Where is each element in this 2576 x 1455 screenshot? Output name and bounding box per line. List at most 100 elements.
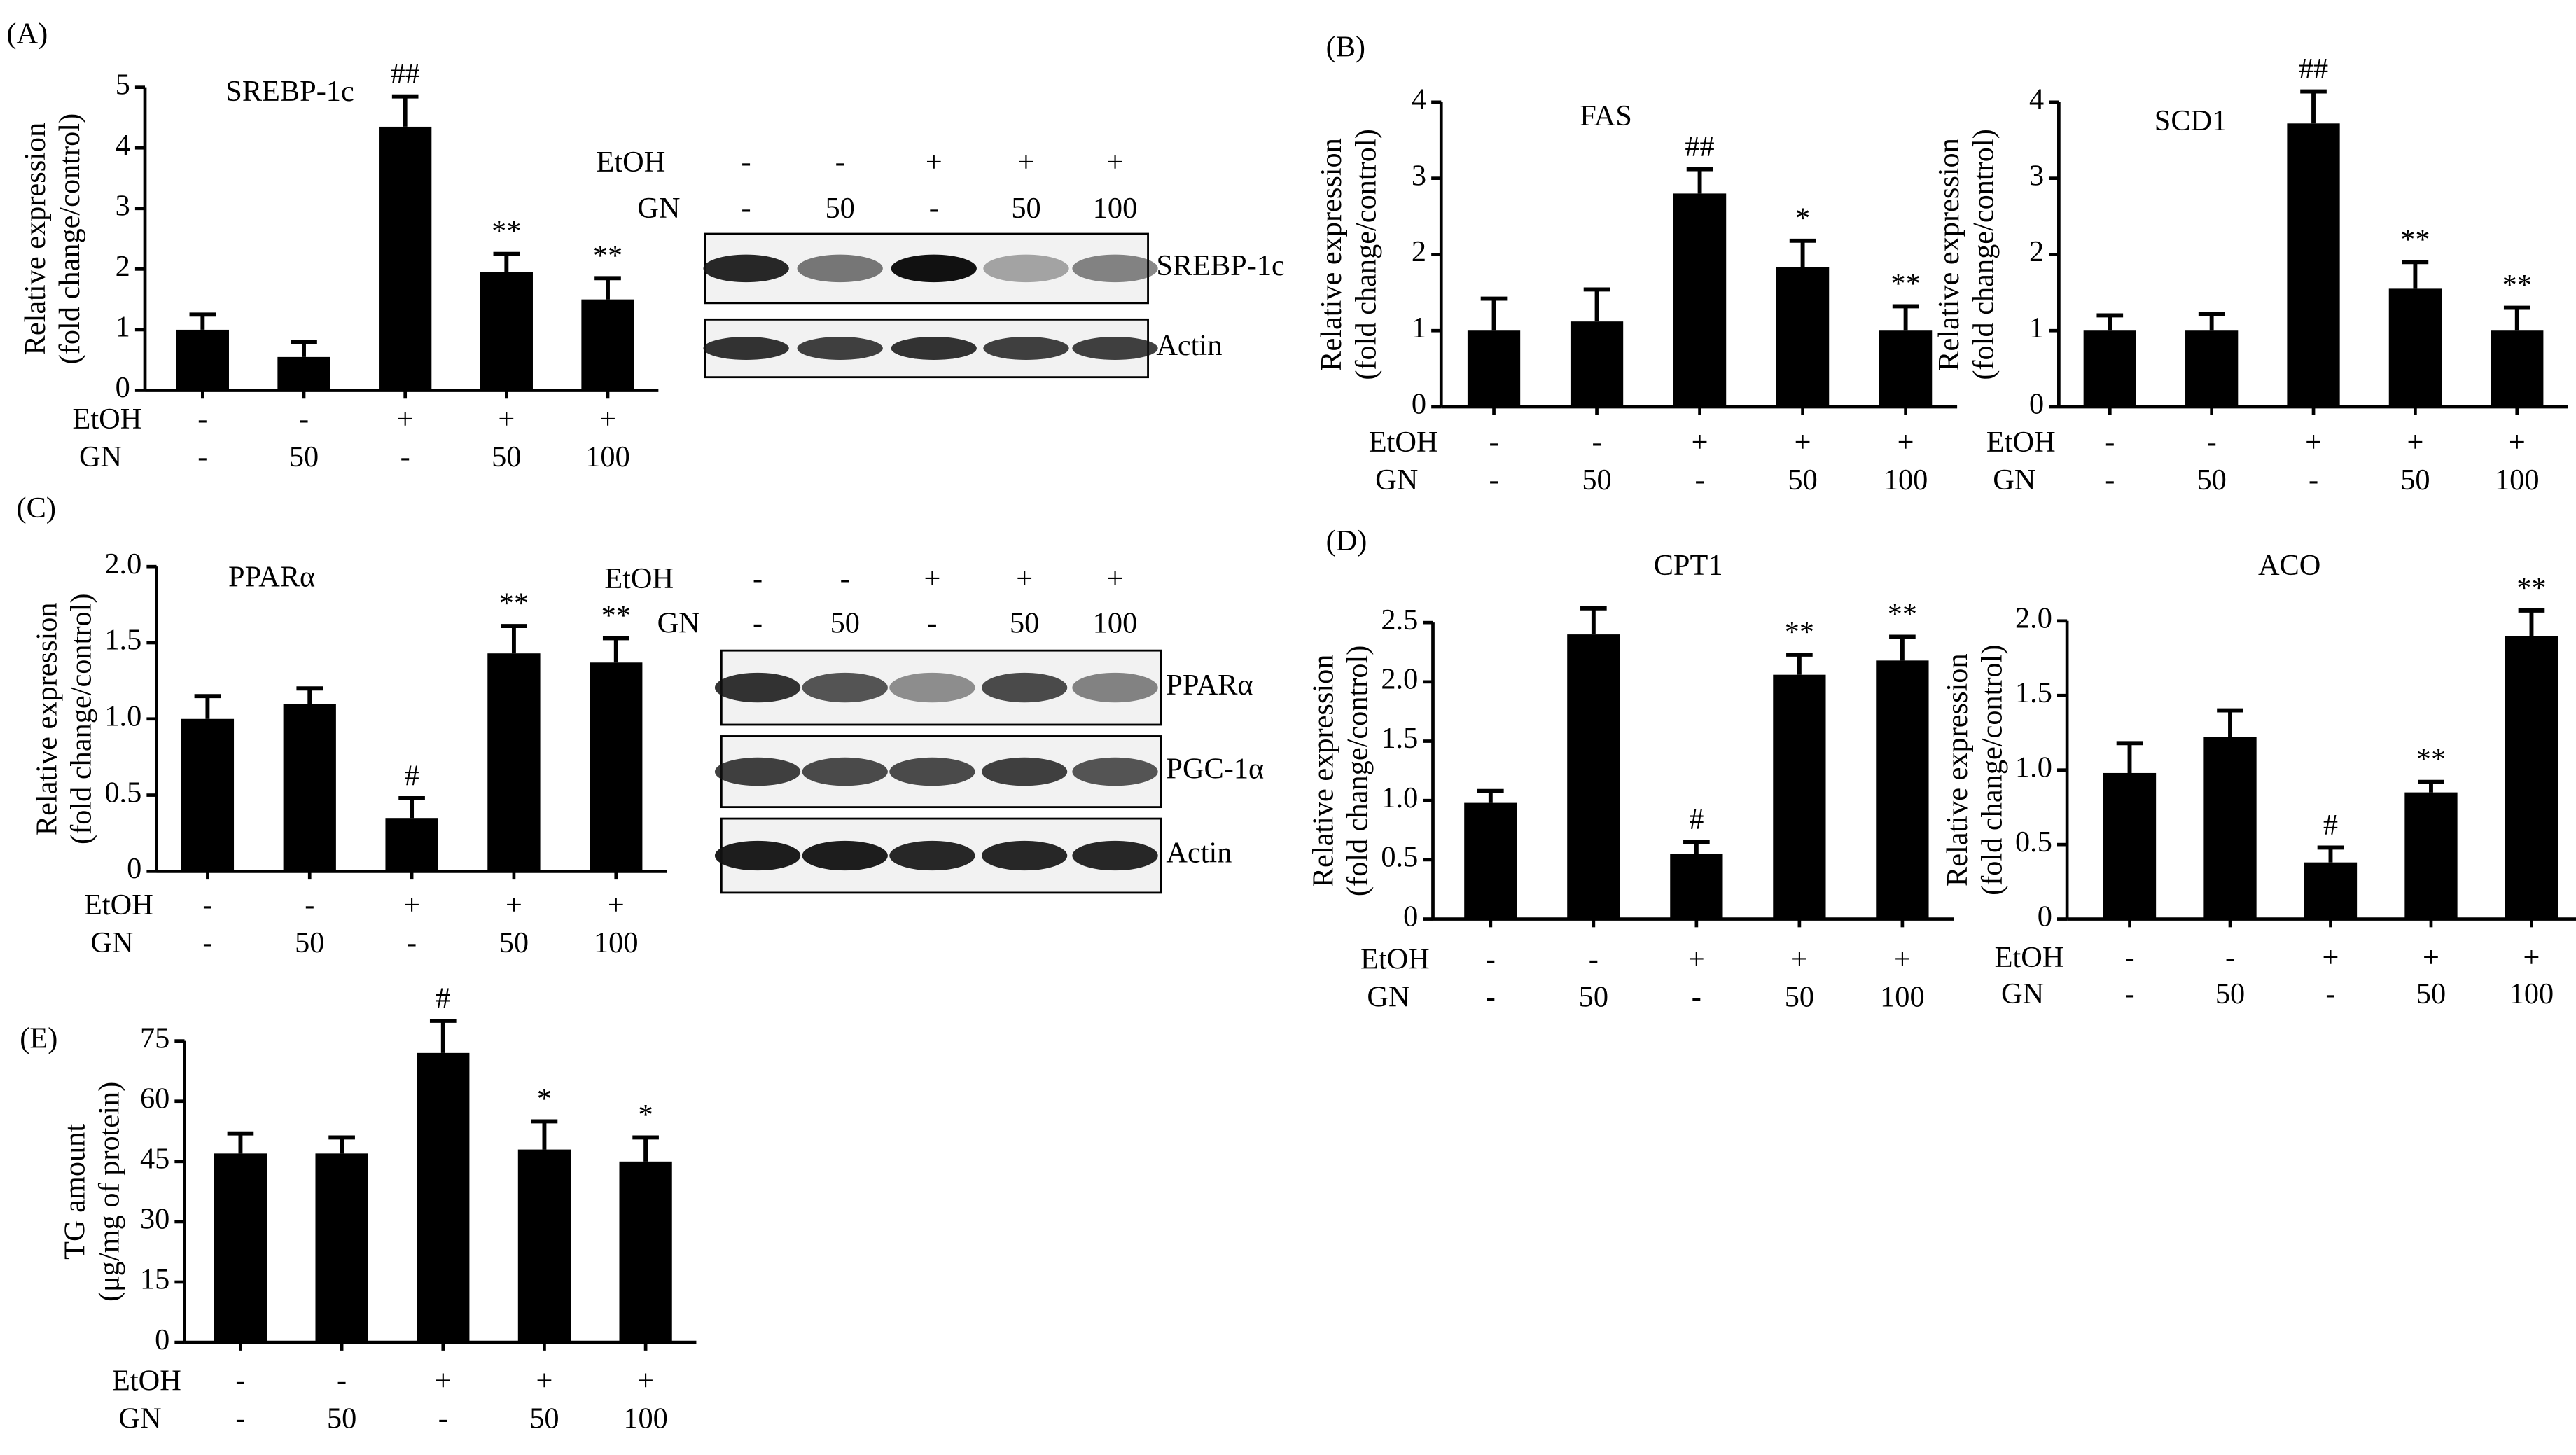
y-tick-label: 0.5 [104,776,141,809]
treatment-name: GN [1993,464,2035,496]
treatment-value: - [197,403,207,436]
blot-lane-label: - [840,562,850,595]
bar [1673,193,1727,408]
panel-label: (D) [1326,524,1367,557]
blot-band [802,672,888,703]
error-bar [1789,238,1816,267]
blot-band [797,337,883,360]
y-tick-label: 0.5 [1381,841,1418,874]
treatment-value: 50 [529,1402,559,1435]
blot-band [891,337,977,360]
bar [2185,330,2239,408]
treatment-value: + [403,889,420,921]
treatment-name: EtOH [1360,942,1430,975]
y-axis-label: (fold change/control) [53,113,86,364]
treatment-value: - [2124,941,2134,974]
treatment-value: 100 [2509,977,2554,1010]
bar [283,704,336,872]
error-bar [2317,845,2344,863]
bar [277,356,330,391]
significance-label: ** [492,215,521,248]
error-bar [2418,779,2444,793]
blot-lane-label: + [924,562,940,595]
blot-band [889,672,975,703]
bar [1773,674,1826,919]
significance-label: # [436,982,450,1015]
blot-row-name: EtOH [597,146,666,179]
treatment-value: 50 [1579,981,1608,1014]
bar [1570,321,1624,408]
treatment-value: 50 [1785,981,1814,1014]
bar [480,272,533,391]
treatment-value: 100 [1884,464,1928,496]
treatment-name: EtOH [1986,426,2056,459]
chart-title: PPARα [228,561,315,594]
y-tick-label: 60 [140,1082,169,1115]
blot-band [1072,254,1158,283]
treatment-value: + [1894,942,1911,975]
blot-band [802,840,888,871]
blot-lane-label: 50 [826,192,855,225]
significance-label: ** [2416,743,2446,776]
blot-band [891,254,977,283]
blot-band [981,757,1068,786]
y-tick-label: 0 [155,1323,169,1356]
significance-label: ** [1785,615,1814,648]
treatment-name: EtOH [112,1365,181,1398]
bar [176,329,229,391]
y-axis-label: (fold change/control) [65,594,98,844]
treatment-value: + [2423,941,2439,974]
y-tick-label: 3 [116,190,130,223]
blot-lane-label: + [1016,562,1033,595]
treatment-value: + [435,1365,452,1398]
blot-lane-label: - [753,562,763,595]
treatment-value: - [202,889,212,921]
treatment-value: + [2305,426,2322,459]
treatment-value: 50 [2400,464,2430,496]
treatment-value: + [1791,942,1808,975]
error-bar [391,94,419,127]
error-bar [1892,304,1919,331]
error-bar [227,1131,254,1154]
treatment-value: 100 [1880,981,1925,1014]
y-tick-label: 0 [2038,900,2052,933]
blot-band-label: Actin [1166,837,1232,870]
treatment-value: - [1589,942,1599,975]
y-axis-label: (μg/mg of protein) [93,1082,126,1302]
treatment-value: + [1688,942,1705,975]
error-bar [328,1135,355,1154]
panel-label: (B) [1326,30,1365,63]
panel-label: (C) [17,492,56,524]
significance-label: ** [593,239,622,272]
y-tick-label: 1.5 [1381,722,1418,755]
error-bar [1480,296,1508,331]
error-bar [1477,788,1504,803]
bar [1876,660,1929,919]
y-tick-label: 1 [116,311,130,344]
treatment-value: - [438,1402,448,1435]
error-bar [1889,634,1916,661]
blot-lane-label: 100 [1093,607,1138,640]
significance-label: ** [601,599,631,632]
y-axis-label: (fold change/control) [1968,129,2000,380]
blot-band-label: PGC-1α [1166,753,1264,786]
treatment-value: - [299,403,309,436]
treatment-value: + [2509,426,2526,459]
bar [2491,330,2544,408]
error-bar [429,1018,457,1053]
error-bar [2402,260,2429,289]
treatment-value: - [1692,981,1701,1014]
blot-band [703,254,789,283]
treatment-value: - [235,1365,245,1398]
y-tick-label: 3 [2029,159,2044,192]
y-axis-label: Relative expression [1315,138,1348,371]
blot-band [797,254,883,283]
blot-band [889,840,975,871]
blot-band [714,672,801,703]
bar [1567,634,1620,919]
panel-label: (A) [6,17,48,50]
treatment-name: GN [79,440,122,473]
significance-label: * [1795,202,1810,235]
significance-label: ** [499,587,529,620]
error-bar [2096,313,2124,331]
